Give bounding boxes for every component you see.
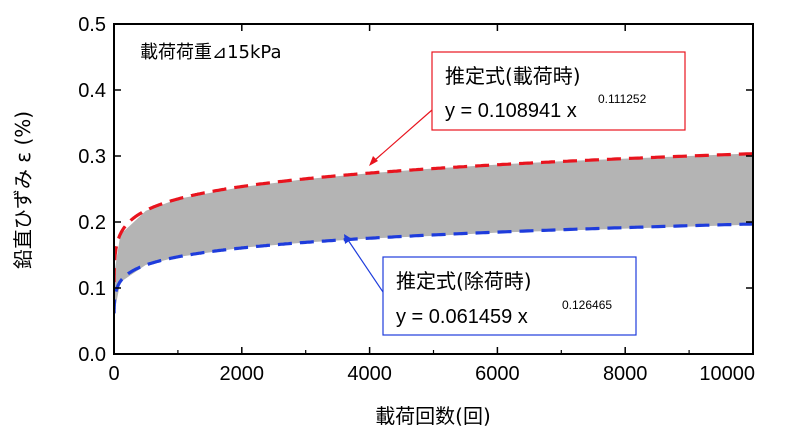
x-axis-title: 載荷回数(回) [375,404,491,428]
loading-callout-title: 推定式(載荷時) [445,64,581,88]
x-tick-label: 2000 [220,363,265,385]
y-tick-label: 0.3 [78,146,106,168]
x-tick-label: 4000 [347,363,392,385]
loading-callout-box [431,51,686,131]
unloading-callout: 推定式(除荷時) y = 0.061459 x 0.126465 [382,256,637,336]
y-tick-label: 0.0 [78,344,106,366]
loading-callout-equation: y = 0.108941 x [445,100,577,122]
loading-callout-arrow [369,109,433,166]
y-tick-label: 0.1 [78,278,106,300]
load-annotation: 載荷荷重⊿15kPa [140,42,282,63]
y-axis-title: 鉛直ひずみ ε (%) [11,111,35,269]
y-tick-label: 0.2 [78,212,106,234]
loading-fit-curve [114,152,753,283]
x-tick-label: 10000 [699,363,755,385]
y-tick-label: 0.5 [78,14,106,36]
unloading-callout-arrow [344,234,384,293]
loading-callout: 推定式(載荷時) y = 0.108941 x 0.111252 [431,51,686,131]
x-tick-label: 8000 [603,363,648,385]
loading-callout-exponent: 0.111252 [598,92,647,106]
x-tick-label: 6000 [475,363,520,385]
unloading-callout-equation: y = 0.061459 x [396,306,528,328]
x-tick-label: 0 [108,363,119,385]
y-tick-label: 0.4 [78,80,106,102]
unloading-fit-curve [114,222,753,314]
unloading-callout-title: 推定式(除荷時) [396,269,532,293]
unloading-callout-box [382,256,637,336]
unloading-callout-exponent: 0.126465 [562,298,612,312]
